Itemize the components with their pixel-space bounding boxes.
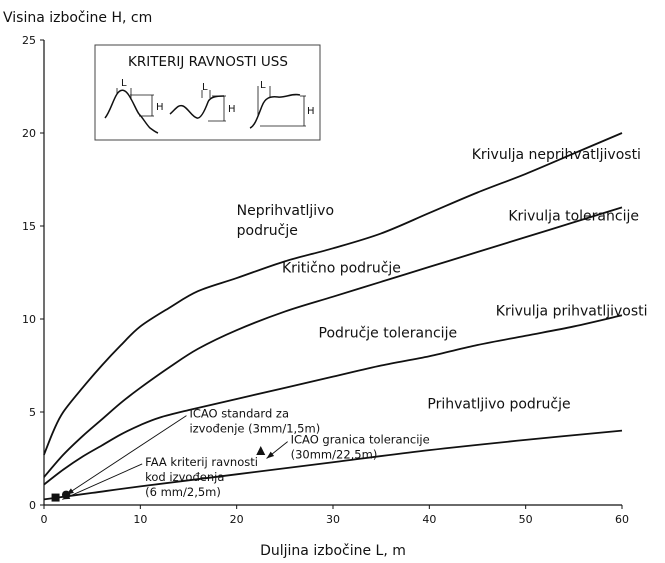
profile-2-h-label: H bbox=[228, 104, 236, 115]
y-tick-label: 25 bbox=[22, 34, 36, 47]
profile-3-h-label: H bbox=[307, 106, 315, 117]
annotation-label: (30mm/22,5m) bbox=[291, 448, 378, 462]
annotation-label: (6 mm/2,5m) bbox=[145, 485, 221, 499]
annotation-label: ICAO standard za bbox=[189, 407, 289, 421]
series-layer bbox=[43, 132, 623, 501]
annotation-label: izvođenje (3mm/1,5m) bbox=[189, 422, 320, 436]
region-label: Kritično područje bbox=[282, 261, 401, 277]
y-tick-label: 5 bbox=[29, 406, 36, 419]
curve-label: Krivulja tolerancije bbox=[508, 208, 639, 224]
y-tick-label: 10 bbox=[22, 313, 36, 326]
region-label: Neprihvatljivo bbox=[237, 203, 334, 219]
curve-label: Krivulja neprihvatljivosti bbox=[472, 147, 641, 163]
x-tick-label: 20 bbox=[230, 513, 244, 526]
annotation-leader bbox=[62, 463, 143, 500]
profile-sketch-2 bbox=[169, 95, 225, 119]
region-label: Područje tolerancije bbox=[319, 326, 458, 342]
series-line-1 bbox=[43, 132, 623, 456]
x-tick-label: 50 bbox=[519, 513, 533, 526]
annotation-arrowhead bbox=[66, 488, 74, 495]
triangle-marker bbox=[256, 446, 266, 456]
y-axis-label: Visina izbočine H, cm bbox=[3, 10, 152, 26]
profile-sketch-1 bbox=[104, 89, 159, 134]
inset-title: KRITERIJ RAVNOSTI USS bbox=[128, 54, 288, 70]
label-layer: Neprihvatljivo područje Kritično područje P… bbox=[62, 147, 648, 500]
profile-1-h-label: H bbox=[156, 102, 164, 113]
region-label: Prihvatljivo područje bbox=[427, 396, 570, 412]
region-label: područje bbox=[237, 223, 298, 239]
inset-frame bbox=[94, 44, 321, 141]
series-line-3 bbox=[43, 314, 623, 486]
x-tick-label: 40 bbox=[422, 513, 436, 526]
profile-3-l-label: L bbox=[260, 80, 266, 91]
annotation-arrowhead bbox=[62, 493, 71, 500]
x-tick-label: 10 bbox=[133, 513, 147, 526]
y-tick-label: 20 bbox=[22, 127, 36, 140]
profile-2-l-label: L bbox=[202, 82, 208, 93]
series-line-4 bbox=[43, 429, 623, 501]
annotation-leader bbox=[65, 415, 187, 496]
annotation-label: ICAO granica tolerancije bbox=[291, 433, 430, 447]
profile-sketch-3 bbox=[249, 93, 301, 129]
axes: 0 10 20 30 40 50 60 0 5 10 15 20 25 Visina izbočine H… bbox=[3, 10, 629, 559]
square-marker bbox=[51, 493, 60, 502]
curve-label: Krivulja prihvatljivosti bbox=[496, 303, 648, 319]
series-line-2 bbox=[43, 206, 623, 478]
x-axis-label: Duljina izbočine L, m bbox=[260, 543, 406, 559]
annotation-label: kod izvođenja bbox=[145, 470, 224, 484]
annotation-arrowhead bbox=[266, 451, 275, 459]
x-tick-label: 60 bbox=[615, 513, 629, 526]
x-tick-label: 0 bbox=[41, 513, 48, 526]
annotation-label: FAA kriterij ravnosti bbox=[145, 455, 258, 469]
y-tick-label: 15 bbox=[22, 220, 36, 233]
x-tick-label: 30 bbox=[326, 513, 340, 526]
y-tick-label: 0 bbox=[29, 499, 36, 512]
profile-1-l-label: L bbox=[121, 78, 127, 89]
